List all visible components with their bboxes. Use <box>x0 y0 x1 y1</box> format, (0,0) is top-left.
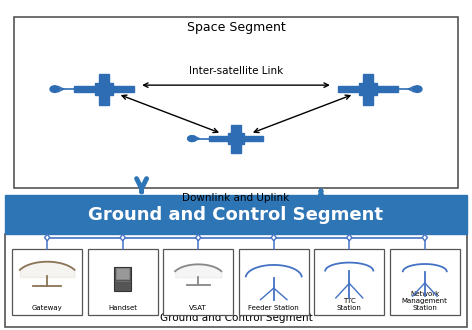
Text: VSAT: VSAT <box>189 305 207 311</box>
Bar <box>359 83 377 95</box>
Bar <box>5 195 467 234</box>
Bar <box>99 74 109 83</box>
Bar <box>363 95 373 105</box>
Text: Feeder Station: Feeder Station <box>248 305 299 311</box>
Bar <box>12 249 82 315</box>
Polygon shape <box>422 234 427 241</box>
Bar <box>228 133 244 144</box>
Bar <box>314 249 384 315</box>
Bar <box>239 249 309 315</box>
Text: Inter-satellite Link: Inter-satellite Link <box>189 66 283 76</box>
Text: Ground and Control Segment: Ground and Control Segment <box>160 313 312 323</box>
Text: Space Segment: Space Segment <box>186 21 286 34</box>
Bar <box>244 136 263 141</box>
Circle shape <box>187 136 196 142</box>
Bar <box>390 249 460 315</box>
Bar <box>95 83 113 95</box>
Bar <box>163 249 233 315</box>
Bar <box>113 86 134 92</box>
Polygon shape <box>196 234 201 241</box>
Bar <box>209 136 228 141</box>
Bar <box>14 16 458 188</box>
Bar <box>5 234 467 327</box>
Polygon shape <box>120 234 126 241</box>
Bar <box>117 268 129 279</box>
Text: Network
Management
Station: Network Management Station <box>402 291 448 311</box>
Bar <box>231 144 241 152</box>
Polygon shape <box>346 234 352 241</box>
Text: Ground and Control Segment: Ground and Control Segment <box>89 206 383 223</box>
Bar <box>88 249 158 315</box>
Bar <box>114 267 131 291</box>
Bar <box>74 86 95 92</box>
Bar <box>338 86 359 92</box>
Bar <box>377 86 398 92</box>
Bar <box>363 74 373 83</box>
Text: Gateway: Gateway <box>32 305 63 311</box>
Circle shape <box>413 86 422 92</box>
Bar <box>99 95 109 105</box>
Circle shape <box>50 86 59 92</box>
Bar <box>231 125 241 133</box>
Polygon shape <box>44 234 50 241</box>
Text: TTC
Station: TTC Station <box>337 298 362 311</box>
Text: Handset: Handset <box>108 305 137 311</box>
Text: Downlink and Uplink: Downlink and Uplink <box>182 193 290 203</box>
Polygon shape <box>271 234 276 241</box>
